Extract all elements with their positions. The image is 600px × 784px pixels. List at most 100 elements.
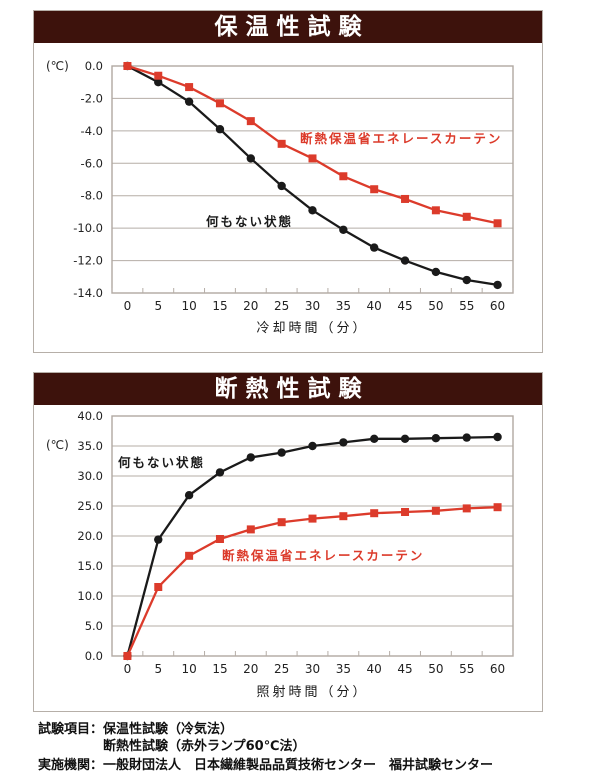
chart-title-heat-insulation: 断熱性試験 [34,373,542,405]
x-tick-label: 0 [124,662,132,676]
data-point-circle [493,280,502,290]
data-point-circle [339,438,348,447]
data-point-circle [277,181,286,191]
data-point-square [185,551,194,560]
chart-title-heat-retention: 保温性試験 [34,11,542,43]
data-point-circle [462,433,471,442]
heat-retention-test-panel: 保温性試験 0.0 -2.0 -4.0 -6.0 -8.0 -10.0 -12.0 -14.0… [33,10,543,353]
x-tick-label: 50 [428,299,443,313]
x-tick-label: 25 [274,299,289,313]
data-point-square [246,117,255,126]
y-tick-label: 30.0 [77,469,103,483]
data-point-circle [246,453,256,462]
y-tick-label: -8.0 [81,189,103,203]
data-point-square [185,83,194,92]
data-point-square [154,71,163,80]
data-point-square [431,506,440,515]
data-point-circle [308,441,317,451]
data-point-circle [431,267,441,277]
data-point-circle [493,432,502,442]
data-point-circle [184,97,194,106]
data-point-circle [369,243,379,252]
data-point-circle [431,434,441,443]
data-point-circle [400,256,410,265]
x-tick-label: 50 [428,662,443,676]
y-tick-label: -14.0 [73,286,103,300]
x-axis-title: 照射時間（分） [256,684,368,700]
data-point-circle [215,125,225,134]
x-tick-label: 15 [212,662,227,676]
x-tick-label: 35 [336,662,351,676]
x-tick-label: 35 [336,299,351,313]
data-point-square [277,518,286,527]
test-items-row: 試験項目： 保温性試験（冷気法） 断熱性試験（赤外ランプ60℃法） [38,722,593,755]
data-point-square [462,212,471,221]
x-tick-label: 40 [367,299,382,313]
x-axis-title: 冷却時間（分） [256,321,368,336]
y-tick-label: 40.0 [77,409,103,423]
y-tick-label: 5.0 [85,619,103,633]
data-point-circle [369,434,379,443]
x-tick-label: 20 [243,662,258,676]
heat-insulation-chart: 40.0 35.0 30.0 25.0 20.0 15.0 10.0 5.0 0.0 0 5 10 15… [46,409,514,700]
x-tick-label: 5 [154,662,162,676]
series-line [126,506,498,657]
data-point-square [308,154,317,163]
x-tick-label: 20 [243,299,258,313]
x-tick-label: 5 [154,299,162,313]
data-point-circle [308,206,317,215]
data-point-square [277,139,286,148]
plot-border [111,65,514,294]
y-tick-label: -6.0 [81,156,103,170]
y-tick-label: 15.0 [77,559,103,573]
data-point-square [493,503,502,512]
plot-border [111,415,514,657]
y-tick-label: 25.0 [77,499,103,513]
data-point-circle [154,78,163,87]
data-point-square [123,62,132,70]
data-point-square [401,508,410,516]
y-tick-label: -4.0 [81,124,103,138]
data-point-circle [246,154,256,163]
x-tick-label: 25 [274,662,289,676]
x-tick-label: 55 [459,662,474,676]
data-point-square [123,652,132,660]
data-point-circle [215,468,225,477]
x-tick-label: 40 [367,662,382,676]
data-point-circle [339,225,348,234]
data-point-circle [154,535,163,544]
data-point-square [401,194,410,203]
heat-insulation-test-panel: 断熱性試験 40.0 35.0 30.0 25.0 20.0 15.0 10.0 5.0 0.0… [33,372,543,712]
y-tick-label: -12.0 [73,254,103,268]
testing-agency-value: 一般財団法人 日本繊維製品品質技術センター 福井試験センター [103,758,494,773]
data-point-circle [400,434,410,443]
x-tick-label: 45 [397,662,412,676]
y-tick-label: 0.0 [85,649,103,663]
data-point-square [339,172,348,181]
data-point-square [246,525,255,534]
test-items-value: 保温性試験（冷気法） 断熱性試験（赤外ランプ60℃法） [103,722,305,755]
series-label: 断熱保温省エネレースカーテン [300,131,502,146]
y-tick-label: -10.0 [73,221,103,235]
testing-agency-row: 実施機関： 一般財団法人 日本繊維製品品質技術センター 福井試験センター [38,758,593,775]
test-item-2: 断熱性試験（赤外ランプ60℃法） [103,738,306,754]
x-tick-label: 30 [305,662,320,676]
x-tick-label: 0 [124,299,132,313]
x-tick-label: 10 [181,299,196,313]
y-tick-label: -2.0 [81,91,103,105]
data-point-square [215,535,224,543]
test-item-1: 保温性試験（冷気法） [103,722,234,737]
data-point-square [154,583,163,591]
test-notes: 試験項目： 保温性試験（冷気法） 断熱性試験（赤外ランプ60℃法） 実施機関： 一… [38,722,593,775]
data-point-square [370,185,379,194]
data-point-circle [462,275,471,285]
data-point-circle [277,448,286,457]
x-tick-label: 60 [490,662,505,676]
data-point-square [370,509,379,518]
x-tick-label: 55 [459,299,474,313]
data-point-square [462,504,471,513]
series-label: 何もない状態 [206,214,293,229]
heat-retention-chart: 0.0 -2.0 -4.0 -6.0 -8.0 -10.0 -12.0 -14.0 0 5 10 15… [46,59,514,336]
data-point-square [308,514,317,523]
